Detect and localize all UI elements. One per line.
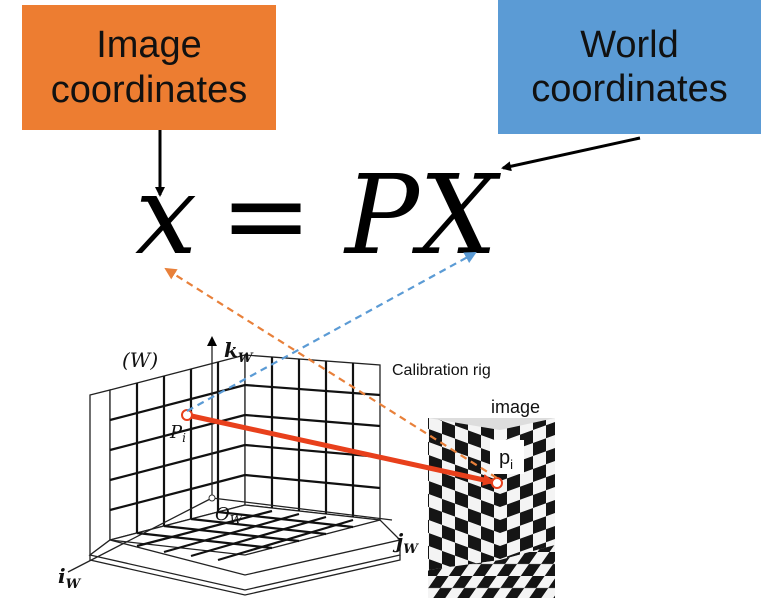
axis-i-label: iW	[58, 564, 82, 592]
blue-dashed-arrow	[186, 252, 477, 412]
world-coordinates-label: World coordinates	[531, 23, 727, 111]
frame-label: (W)	[122, 348, 158, 372]
axis-k-label: kW	[224, 338, 254, 366]
image-coordinates-box: Image coordinates	[22, 5, 276, 130]
image-label-line1: Image	[96, 24, 202, 67]
rig-grid-lines	[109, 357, 381, 562]
projection-equation: x = PX	[135, 150, 515, 280]
origin-label: OW	[215, 504, 244, 527]
image-panel-title: image	[491, 397, 540, 417]
world-label-line2: coordinates	[531, 68, 728, 110]
world-coordinates-box: World coordinates	[498, 0, 761, 134]
image-panel	[428, 418, 555, 598]
axis-j-label: jW	[392, 529, 419, 557]
equation-lhs: x	[135, 151, 198, 279]
world-label-line1: World	[580, 23, 679, 66]
orange-dashed-arrow	[164, 267, 498, 479]
image-point-marker	[491, 477, 503, 489]
calibration-rig	[88, 354, 401, 596]
world-box-arrow	[501, 136, 641, 172]
axis-j	[211, 497, 393, 521]
world-point-marker	[181, 409, 193, 421]
calibration-rig-caption: Calibration rig	[392, 362, 491, 379]
image-label-line2: coordinates	[50, 68, 248, 111]
point-p-label: pi	[499, 447, 513, 472]
equation-equals: =	[220, 151, 313, 279]
projection-ray	[186, 412, 495, 486]
axis-i	[67, 497, 213, 573]
origin-point	[208, 494, 216, 502]
image-coordinates-label: Image coordinates	[51, 23, 247, 111]
point-P-label: Pi	[169, 422, 186, 445]
